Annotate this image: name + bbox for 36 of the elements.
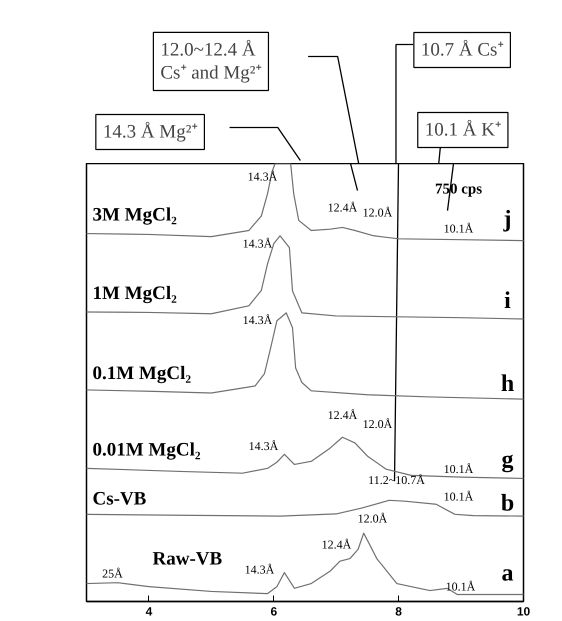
annotation: 10.1Å (446, 579, 476, 594)
annotation: 10.1Å (444, 222, 474, 236)
x-tick-label: 8 (395, 604, 402, 618)
annotation: 12.4Å (328, 200, 358, 215)
annotation: 12.4Å (328, 408, 358, 422)
annotation: 14.3Å (242, 236, 273, 251)
annotation: 12.0Å (362, 206, 393, 220)
series-label: Raw-VB (152, 548, 222, 570)
annotation: j (502, 206, 512, 233)
annotation: h (500, 371, 514, 398)
x-tick-label: 10 (516, 604, 530, 618)
series-label: 0.1M MgCl₂ (92, 362, 192, 384)
text: 14.3 Å Mg²⁺ (102, 122, 198, 142)
series-label: 0.01M MgCl₂ (92, 439, 201, 460)
annotation: 14.3Å (248, 439, 279, 454)
annotation: g (502, 447, 514, 474)
text: 10.7 Å Cs⁺ (420, 40, 504, 60)
text: 10.1 Å K⁺ (424, 120, 501, 140)
annotation: 12.0Å (358, 511, 388, 526)
series-label: 1M MgCl₂ (92, 282, 178, 304)
annotation: b (500, 490, 514, 516)
series-label: Cs-VB (92, 488, 147, 510)
annotation: 14.3Å (242, 312, 273, 327)
x-tick-label: 4 (146, 604, 153, 618)
annotation: 10.1Å (444, 489, 474, 504)
annotation: 11.2~10.7Å (368, 473, 426, 488)
x-tick-label: 6 (270, 604, 278, 618)
annotation: a (502, 560, 514, 586)
text: 12.0~12.4 Å Cs⁺ and Mg²⁺ (160, 39, 262, 84)
annotation: 12.4Å (322, 537, 352, 552)
series-label: 3M MgCl₂ (92, 204, 178, 226)
annotation: 25Å (102, 566, 124, 580)
annotation: i (504, 288, 512, 314)
annotation: 10.1Å (444, 462, 474, 476)
annotation: 14.3Å (244, 562, 275, 576)
annotation: 12.0Å (362, 417, 393, 432)
